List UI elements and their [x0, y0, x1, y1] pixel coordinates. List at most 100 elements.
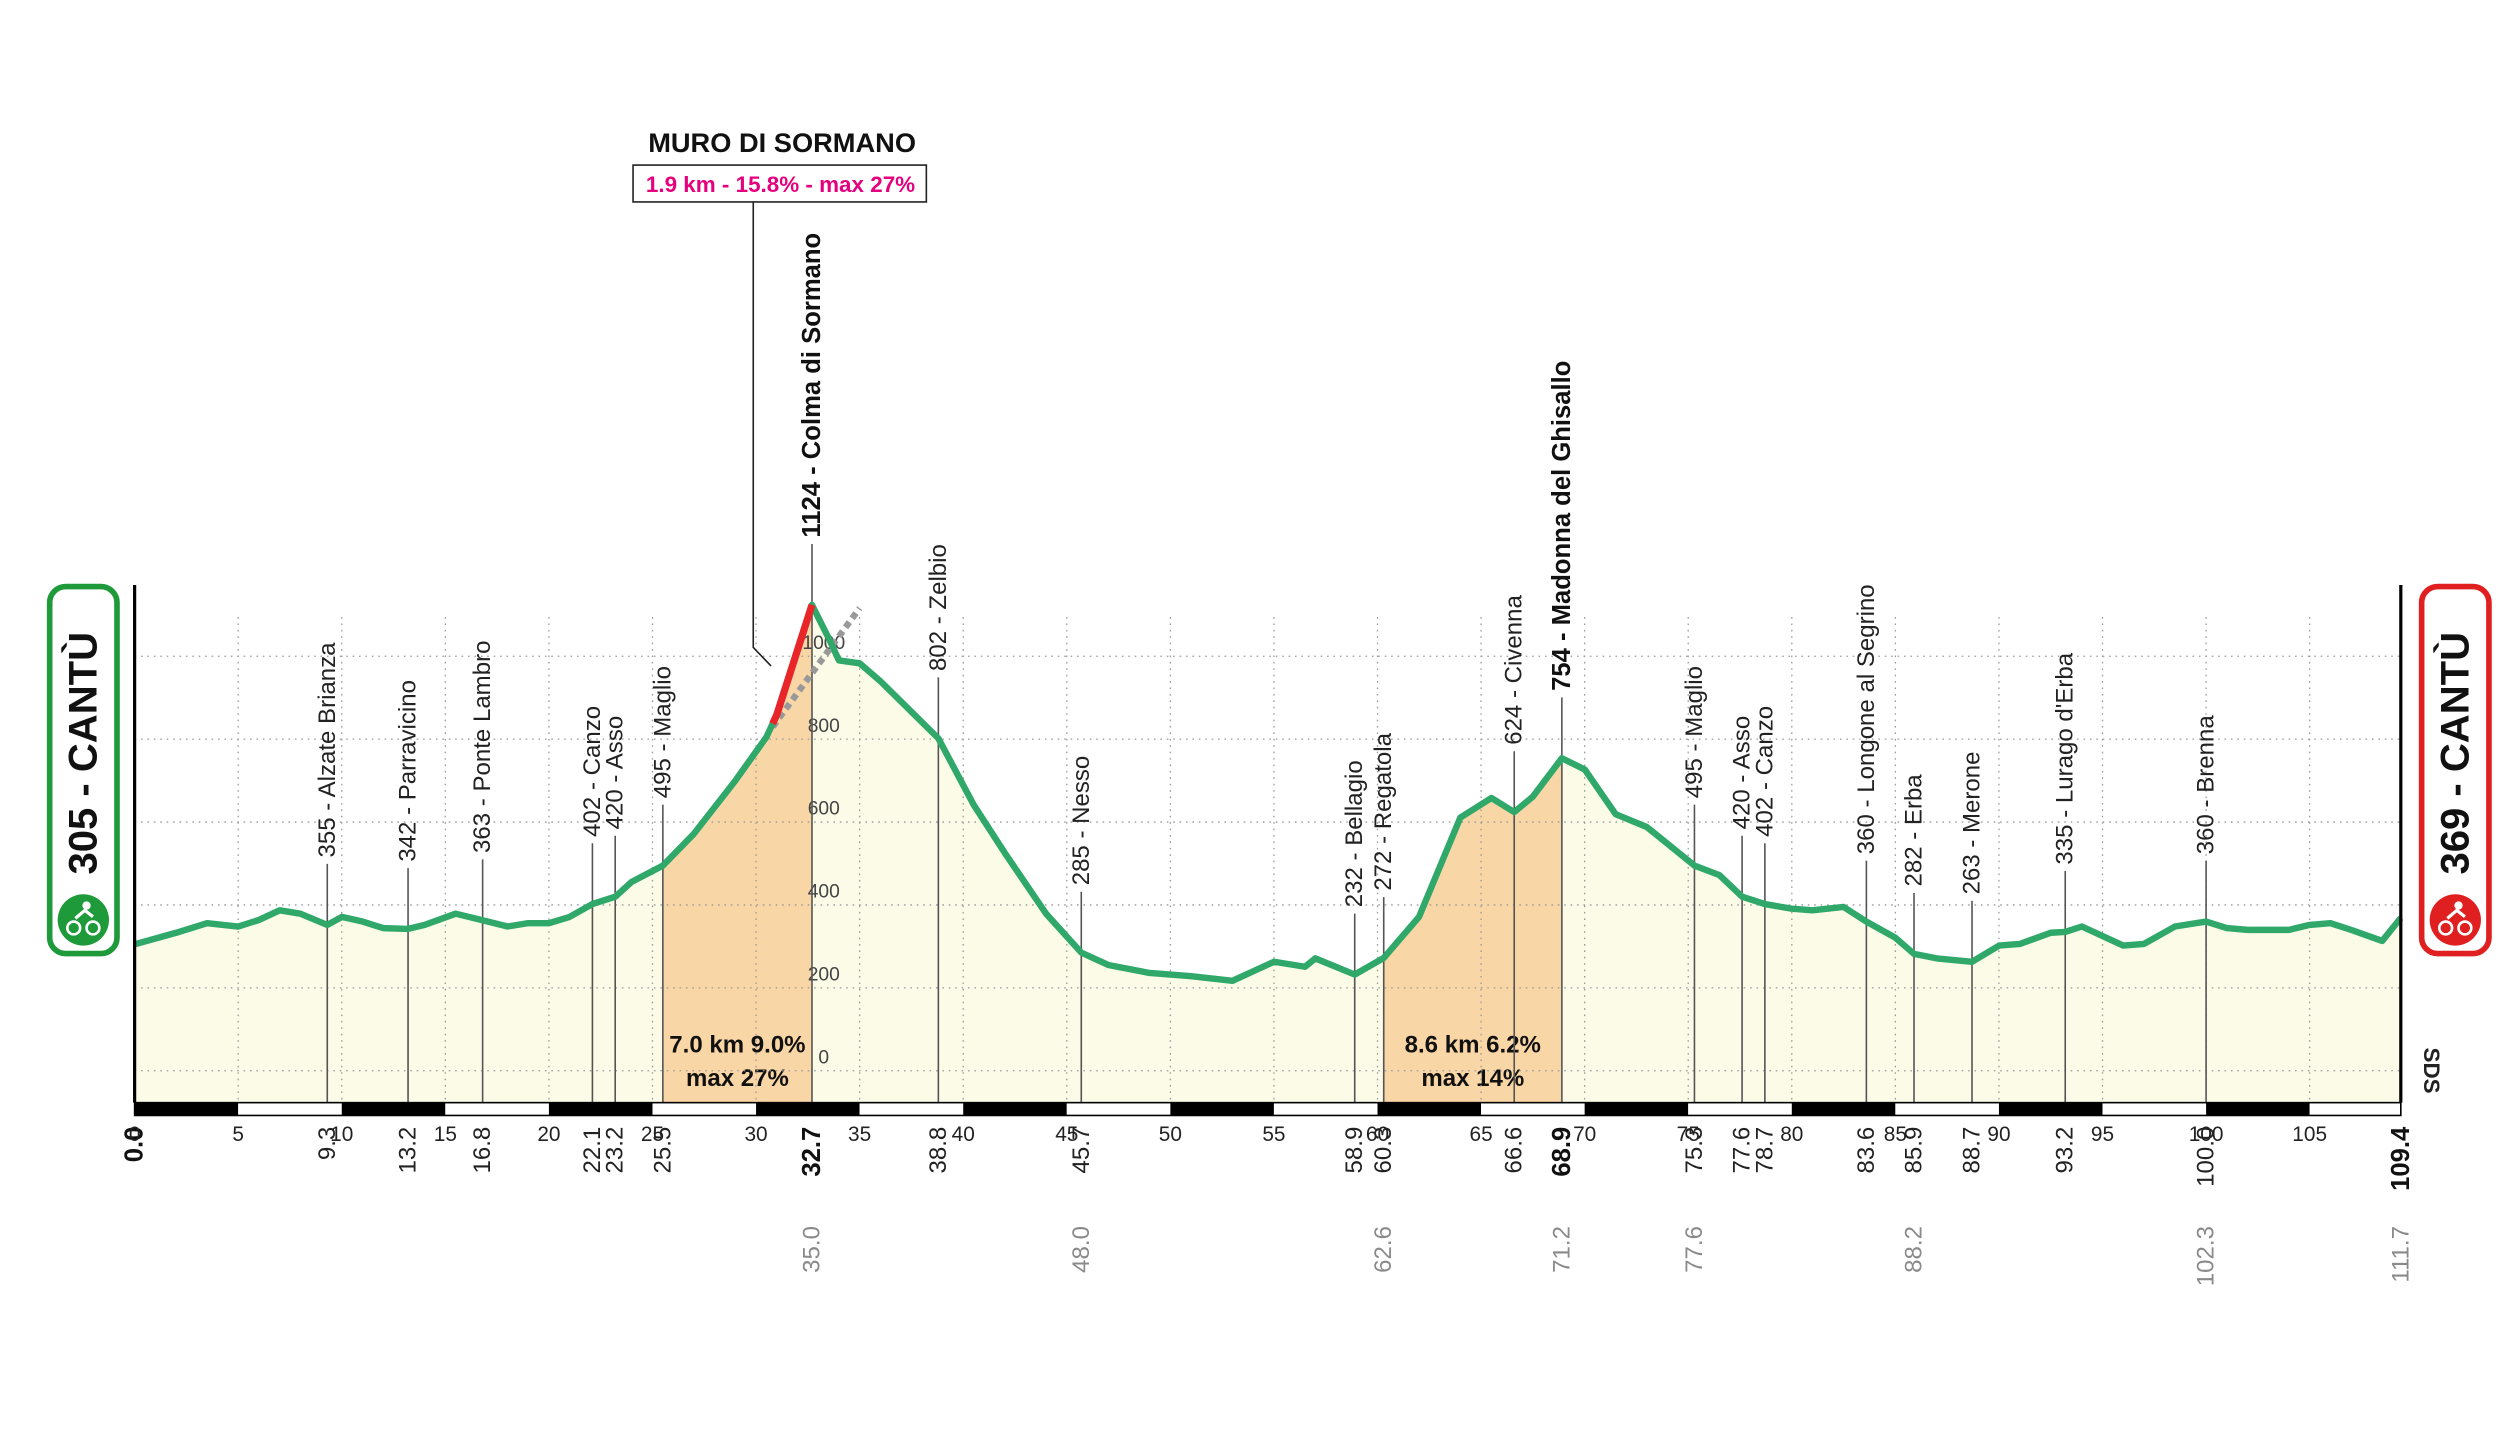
y-tick-label: 800 [808, 716, 840, 737]
waypoint-km: 85.9 [1901, 1127, 1928, 1174]
x-tick-label: 20 [537, 1123, 560, 1146]
finish-label: 369 - CANTÙ [2431, 632, 2477, 875]
climb-max: max 14% [1421, 1065, 1524, 1092]
muro-box [632, 164, 928, 203]
muro-detail: 1.9 km - 15.8% - max 27% [646, 172, 915, 197]
x-tick-label: 15 [434, 1123, 457, 1146]
x-tick-label: 105 [2292, 1123, 2327, 1146]
waypoint-km-alt: 62.6 [1370, 1226, 1397, 1273]
x-tick-label: 40 [952, 1123, 975, 1146]
waypoint-label: 363 - Ponte Lambro [469, 641, 496, 853]
waypoint-label: 355 - Alzate Brianza [314, 642, 341, 858]
climb-stats: 8.6 km 6.2% [1405, 1031, 1541, 1058]
muro-guide [770, 606, 863, 729]
distance-bar [238, 1102, 342, 1116]
waypoint-km: 9.3 [314, 1127, 341, 1160]
distance-bar [652, 1102, 757, 1116]
distance-bar [1688, 1102, 1792, 1116]
distance-bar [341, 1102, 446, 1116]
waypoint-label: 624 - Civenna [1501, 595, 1528, 745]
waypoint-label: 1124 - Colma di Sormano [798, 233, 826, 538]
waypoint-label: 495 - Maglio [1681, 666, 1708, 798]
waypoint-km: 22.1 [579, 1127, 606, 1174]
x-tick-label: 85 [1884, 1123, 1907, 1146]
distance-bar [548, 1102, 653, 1116]
start-icon-wheel [85, 920, 101, 936]
distance-bar [1273, 1102, 1378, 1116]
waypoint-km: 25.5 [649, 1127, 676, 1174]
start-icon-head [82, 901, 91, 910]
waypoint-label: 263 - Merone [1959, 751, 1986, 894]
waypoint-km: 0.0 [121, 1127, 149, 1163]
waypoint-km: 68.9 [1548, 1127, 1576, 1177]
finish-icon-body [2446, 908, 2466, 920]
start-label: 305 - CANTÙ [59, 632, 105, 875]
climb-max: max 27% [686, 1065, 789, 1092]
muro-segment [769, 603, 816, 726]
distance-bar [756, 1102, 860, 1116]
x-tick-label: 30 [744, 1123, 767, 1146]
x-tick-label: 65 [1469, 1123, 1492, 1146]
finish-icon-wheel [2437, 920, 2454, 936]
waypoint-km: 16.8 [469, 1127, 496, 1174]
distance-bar [1170, 1102, 1274, 1116]
waypoint-label: 272 - Regatola [1370, 732, 1397, 890]
climb-fill [662, 604, 812, 1103]
waypoint-km: 23.2 [602, 1127, 629, 1174]
waypoint-km: 32.7 [798, 1127, 826, 1177]
x-tick-label: 55 [1262, 1123, 1285, 1146]
x-tick-label: 0 [129, 1123, 141, 1146]
x-tick-label: 60 [1366, 1123, 1389, 1146]
profile-line [133, 601, 2404, 985]
distance-bar [859, 1102, 964, 1116]
distance-bar [1066, 1102, 1171, 1116]
waypoint-km: 38.8 [925, 1127, 952, 1174]
distance-bar [1481, 1102, 1585, 1116]
distance-bar [1998, 1102, 2103, 1116]
start-icon [57, 894, 109, 946]
waypoint-km: 45.7 [1068, 1127, 1095, 1174]
x-tick-label: 35 [848, 1123, 871, 1146]
x-tick-label: 75 [1677, 1123, 1700, 1146]
waypoint-label: 360 - Brenna [2193, 715, 2220, 855]
climb-stats: 7.0 km 9.0% [669, 1031, 805, 1058]
distance-bar [445, 1102, 549, 1116]
x-tick-label: 50 [1159, 1123, 1182, 1146]
waypoint-label: 754 - Madonna del Ghisallo [1548, 361, 1576, 691]
distance-bar [134, 1102, 239, 1116]
waypoint-km: 93.2 [2052, 1127, 2079, 1174]
waypoint-label: 495 - Maglio [649, 666, 676, 798]
waypoint-label: 802 - Zelbio [925, 544, 952, 671]
x-tick-label: 5 [232, 1123, 244, 1146]
waypoint-label: 420 - Asso [602, 716, 629, 830]
x-tick-label: 45 [1055, 1123, 1078, 1146]
waypoint-km: 58.9 [1341, 1127, 1368, 1174]
distance-bar [1377, 1102, 1482, 1116]
finish-badge [2418, 583, 2492, 957]
y-tick-label: 0 [818, 1047, 829, 1068]
waypoint-label: 285 - Nesso [1068, 756, 1095, 886]
waypoint-label: 335 - Lurago d'Erba [2052, 652, 2079, 864]
waypoint-km-alt: 102.3 [2193, 1226, 2220, 1286]
waypoint-label: 282 - Erba [1901, 774, 1928, 887]
finish-icon-head [2454, 901, 2463, 910]
waypoint-km: 60.3 [1370, 1127, 1397, 1174]
x-tick-label: 90 [1987, 1123, 2010, 1146]
waypoint-km: 77.6 [1729, 1127, 1756, 1174]
distance-bar [1895, 1102, 1999, 1116]
distance-bar [2206, 1102, 2310, 1116]
waypoint-km: 100.0 [2193, 1127, 2220, 1187]
waypoint-km-alt: 88.2 [1901, 1226, 1928, 1273]
waypoint-km-alt: 111.7 [2387, 1226, 2414, 1283]
waypoint-km: 66.6 [1501, 1127, 1528, 1174]
waypoint-km: 109.4 [2387, 1126, 2415, 1191]
waypoint-label: 402 - Canzo [579, 706, 606, 837]
muro-title: MURO DI SORMANO [648, 127, 916, 158]
start-icon-body [74, 908, 94, 920]
start-badge [46, 583, 120, 957]
logo: SDS [2419, 1048, 2444, 1094]
muro-pointer [752, 201, 772, 667]
x-tick-label: 100 [2189, 1123, 2224, 1146]
waypoint-label: 342 - Parravicino [395, 680, 422, 862]
waypoint-km: 78.7 [1751, 1127, 1778, 1174]
